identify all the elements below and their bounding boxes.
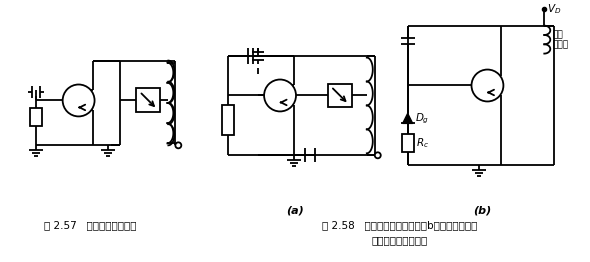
Text: (a): (a) [286,205,304,215]
Circle shape [175,142,181,148]
Text: (b): (b) [473,205,491,215]
Bar [30,108,42,126]
Bar [136,89,160,112]
Text: 路，采用二极管偏置: 路，采用二极管偏置 [372,235,428,245]
Bar [328,84,352,107]
Circle shape [63,85,94,116]
Bar [402,134,414,152]
Bar [222,105,234,135]
Circle shape [375,152,381,158]
Text: $R_c$: $R_c$ [416,137,429,150]
Text: 图 2.58   皮尔斯漏－栅电路，（b）为不调整型电: 图 2.58 皮尔斯漏－栅电路，（b）为不调整型电 [322,220,477,230]
Text: $D_g$: $D_g$ [415,111,429,125]
Circle shape [471,69,503,101]
Text: 射频
扼流圈: 射频 扼流圈 [552,30,568,49]
Text: 图 2.57   皮尔斯栅－源电路: 图 2.57 皮尔斯栅－源电路 [44,220,137,230]
Circle shape [264,79,296,111]
Text: $V_D$: $V_D$ [548,2,562,16]
Polygon shape [403,113,412,123]
